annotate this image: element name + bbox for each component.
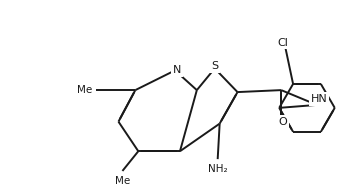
Text: Me: Me [115, 176, 130, 186]
Text: Cl: Cl [278, 38, 289, 48]
Text: S: S [211, 62, 218, 72]
Text: HN: HN [310, 94, 327, 104]
Text: NH₂: NH₂ [208, 164, 228, 174]
Text: Me: Me [78, 85, 93, 95]
Text: O: O [279, 117, 287, 127]
Text: N: N [173, 65, 181, 75]
